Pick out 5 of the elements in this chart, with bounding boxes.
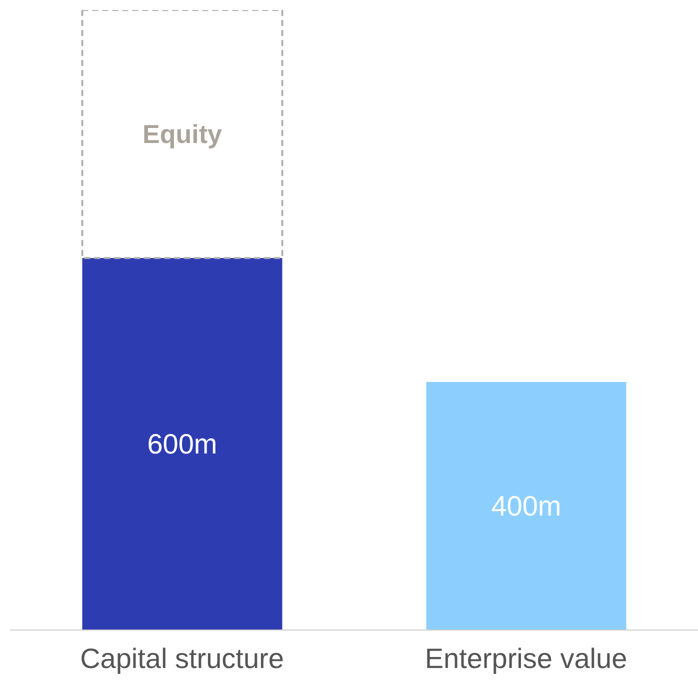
data-label: 600m [147,428,218,460]
data-label: 400m [491,490,562,522]
series-label: Equity [142,119,222,149]
x-tick-label: Enterprise value [424,642,628,674]
x-tick-label: Capital structure [80,642,284,674]
